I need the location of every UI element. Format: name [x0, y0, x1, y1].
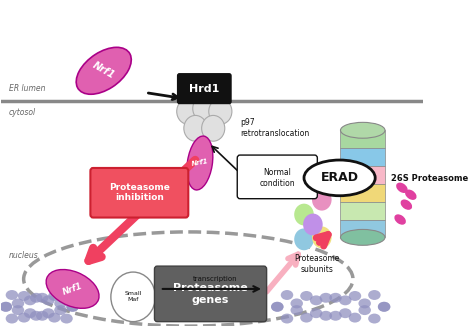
- Ellipse shape: [300, 313, 313, 322]
- Circle shape: [193, 95, 216, 121]
- Ellipse shape: [48, 291, 61, 301]
- Ellipse shape: [271, 302, 283, 312]
- Circle shape: [111, 272, 155, 322]
- Text: ER lumen: ER lumen: [9, 84, 45, 93]
- Circle shape: [209, 98, 232, 124]
- Text: Proteasome
genes: Proteasome genes: [173, 283, 248, 305]
- Circle shape: [184, 115, 207, 141]
- Ellipse shape: [300, 291, 313, 301]
- Circle shape: [312, 189, 332, 211]
- Ellipse shape: [187, 136, 213, 190]
- Circle shape: [312, 227, 332, 248]
- Text: Proteasome
subunits: Proteasome subunits: [295, 254, 340, 274]
- Text: Small
Maf: Small Maf: [125, 291, 142, 302]
- Ellipse shape: [281, 314, 293, 323]
- Ellipse shape: [329, 293, 342, 303]
- Ellipse shape: [368, 290, 381, 300]
- Ellipse shape: [291, 305, 303, 315]
- Text: Proteasome
inhibition: Proteasome inhibition: [109, 183, 170, 202]
- Ellipse shape: [358, 305, 371, 315]
- Bar: [340, 202, 385, 219]
- Text: Nrf1: Nrf1: [91, 60, 117, 81]
- Circle shape: [303, 214, 323, 235]
- Ellipse shape: [281, 290, 293, 300]
- Text: transcription: transcription: [193, 276, 237, 282]
- Text: 26S Proteasome: 26S Proteasome: [391, 174, 468, 183]
- Text: nucleus: nucleus: [9, 251, 38, 260]
- FancyBboxPatch shape: [155, 266, 266, 322]
- Bar: [340, 219, 385, 237]
- Circle shape: [294, 229, 314, 250]
- FancyBboxPatch shape: [178, 74, 231, 104]
- Ellipse shape: [66, 302, 79, 312]
- Text: Normal
condition: Normal condition: [259, 168, 295, 188]
- Ellipse shape: [60, 290, 73, 300]
- Ellipse shape: [405, 190, 417, 200]
- Ellipse shape: [48, 313, 61, 322]
- Ellipse shape: [310, 295, 322, 305]
- Bar: [340, 184, 385, 202]
- Ellipse shape: [358, 299, 371, 308]
- Ellipse shape: [319, 293, 332, 303]
- Ellipse shape: [24, 308, 36, 318]
- Ellipse shape: [36, 311, 48, 321]
- Ellipse shape: [42, 308, 55, 318]
- Bar: [340, 148, 385, 166]
- Text: p97
retrotranslocation: p97 retrotranslocation: [240, 118, 309, 138]
- Ellipse shape: [24, 295, 36, 305]
- Ellipse shape: [396, 182, 408, 193]
- Ellipse shape: [291, 299, 303, 308]
- Bar: [340, 130, 385, 148]
- Ellipse shape: [76, 47, 131, 94]
- FancyBboxPatch shape: [237, 155, 318, 199]
- Ellipse shape: [66, 302, 79, 312]
- Ellipse shape: [0, 302, 12, 312]
- Ellipse shape: [319, 311, 332, 321]
- Ellipse shape: [12, 305, 24, 315]
- Ellipse shape: [339, 308, 352, 318]
- Ellipse shape: [339, 295, 352, 305]
- Ellipse shape: [36, 293, 48, 303]
- Ellipse shape: [12, 299, 24, 308]
- Circle shape: [294, 204, 314, 226]
- Ellipse shape: [368, 314, 381, 323]
- Ellipse shape: [271, 302, 283, 312]
- Ellipse shape: [340, 230, 385, 245]
- Text: ERAD: ERAD: [320, 171, 359, 184]
- Text: Hrd1: Hrd1: [189, 84, 219, 94]
- Ellipse shape: [304, 160, 375, 196]
- Ellipse shape: [6, 314, 18, 323]
- Ellipse shape: [349, 291, 361, 301]
- Ellipse shape: [329, 311, 342, 321]
- Ellipse shape: [340, 122, 385, 138]
- Ellipse shape: [0, 302, 12, 312]
- Text: Nrf1: Nrf1: [191, 159, 209, 167]
- Ellipse shape: [30, 311, 42, 321]
- Ellipse shape: [18, 313, 30, 322]
- Bar: [340, 166, 385, 184]
- Ellipse shape: [401, 199, 412, 210]
- Ellipse shape: [378, 302, 390, 312]
- Circle shape: [201, 115, 225, 141]
- Ellipse shape: [54, 299, 67, 308]
- Ellipse shape: [394, 214, 406, 225]
- Ellipse shape: [60, 314, 73, 323]
- Ellipse shape: [30, 293, 42, 303]
- FancyBboxPatch shape: [91, 168, 188, 217]
- Ellipse shape: [349, 313, 361, 322]
- Text: Nrf1: Nrf1: [61, 281, 84, 297]
- Ellipse shape: [54, 305, 67, 315]
- Text: cytosol: cytosol: [9, 109, 36, 117]
- Circle shape: [177, 98, 200, 124]
- Ellipse shape: [378, 302, 390, 312]
- Ellipse shape: [6, 290, 18, 300]
- Ellipse shape: [46, 269, 99, 308]
- Ellipse shape: [18, 291, 30, 301]
- Ellipse shape: [42, 295, 55, 305]
- Ellipse shape: [310, 308, 322, 318]
